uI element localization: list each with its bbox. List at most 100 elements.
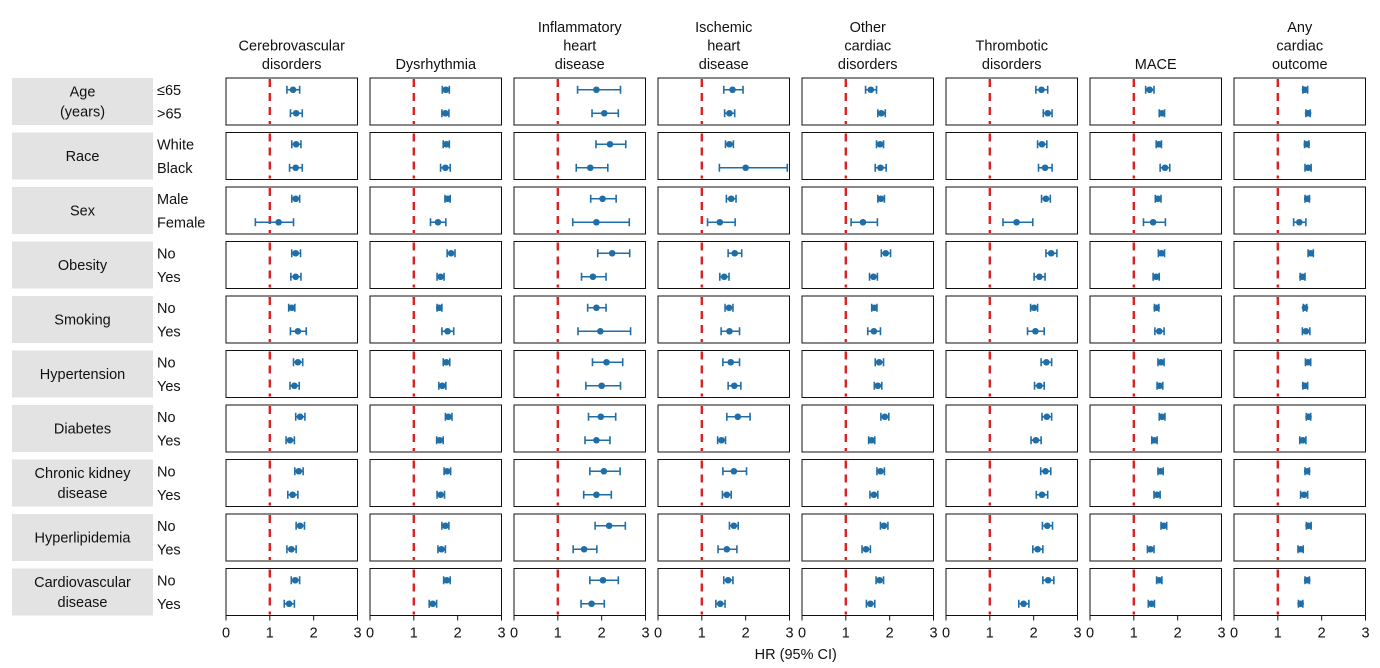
hazard-ratio-point <box>1158 413 1166 421</box>
x-tick-label: 3 <box>497 626 505 642</box>
hazard-ratio-point <box>1303 576 1311 584</box>
panel <box>945 459 1078 507</box>
hazard-ratio-point <box>1155 140 1163 148</box>
group-label-box <box>12 514 153 561</box>
hazard-ratio-point <box>1304 164 1312 172</box>
column-title: disorders <box>262 57 322 73</box>
hazard-ratio-point <box>876 576 883 584</box>
column-title: Thrombotic <box>975 39 1048 55</box>
group-label-box <box>12 405 153 452</box>
group-label-box <box>12 568 153 616</box>
panel <box>225 132 358 180</box>
column-title: MACE <box>1135 57 1177 73</box>
hazard-ratio-point <box>1146 86 1153 94</box>
group-label: Age <box>70 85 96 101</box>
x-tick-label: 1 <box>554 626 562 642</box>
panel <box>1233 132 1366 180</box>
column-title: heart <box>563 39 596 55</box>
x-tick-label: 0 <box>942 626 950 642</box>
panel <box>225 186 358 235</box>
hazard-ratio-point <box>1044 576 1052 584</box>
x-tick-label: 3 <box>785 626 793 642</box>
panel <box>801 77 934 126</box>
hazard-ratio-point <box>720 273 728 281</box>
panel <box>657 77 790 126</box>
panel <box>657 459 790 507</box>
hazard-ratio-point <box>1301 86 1309 94</box>
x-tick-label: 0 <box>798 626 806 642</box>
panel <box>369 132 502 180</box>
hazard-ratio-point <box>1297 600 1304 608</box>
hazard-ratio-point <box>442 86 450 94</box>
column-title: Other <box>850 20 886 36</box>
x-tick-label: 0 <box>654 626 662 642</box>
panel <box>945 513 1078 562</box>
panel <box>657 568 790 616</box>
subgroup-label: No <box>157 410 176 426</box>
hazard-ratio-point <box>734 413 742 421</box>
group-label: Chronic kidney <box>35 466 132 482</box>
panel <box>801 132 934 180</box>
x-tick-label: 2 <box>1174 626 1182 642</box>
hazard-ratio-point <box>1303 140 1311 148</box>
hazard-ratio-point <box>292 140 300 148</box>
column-title: Inflammatory <box>538 20 623 36</box>
panel <box>369 77 502 126</box>
panel <box>945 295 1078 344</box>
x-tick-label: 2 <box>454 626 462 642</box>
hazard-ratio-point <box>1300 491 1308 499</box>
hazard-ratio-point <box>1038 140 1046 148</box>
x-tick-label: 0 <box>222 626 230 642</box>
hazard-ratio-point <box>1307 249 1315 257</box>
hazard-ratio-point <box>599 576 607 584</box>
subgroup-label: Female <box>157 215 205 231</box>
panel <box>801 241 934 289</box>
hazard-ratio-point <box>727 358 735 366</box>
hazard-ratio-point <box>1034 545 1041 553</box>
hazard-ratio-point <box>726 327 733 335</box>
hazard-ratio-point <box>606 140 614 148</box>
hazard-ratio-point <box>586 164 594 172</box>
hazard-ratio-point <box>1303 467 1311 475</box>
hazard-ratio-point <box>437 273 444 281</box>
panel <box>513 459 646 507</box>
panel <box>225 295 358 344</box>
hazard-ratio-point <box>726 109 733 117</box>
panel <box>1089 241 1222 289</box>
hazard-ratio-point <box>1148 600 1155 608</box>
column-title: Ischemic <box>695 20 752 36</box>
hazard-ratio-point <box>1305 522 1312 530</box>
subgroup-label: No <box>157 519 176 535</box>
hazard-ratio-point <box>442 522 449 530</box>
hazard-ratio-point <box>1304 109 1312 117</box>
hazard-ratio-point <box>882 249 890 257</box>
hazard-ratio-point <box>442 164 449 172</box>
hazard-ratio-point <box>1038 86 1045 94</box>
hazard-ratio-point <box>730 382 738 390</box>
panel <box>369 404 502 453</box>
hazard-ratio-point <box>1157 467 1164 475</box>
hazard-ratio-point <box>723 491 731 499</box>
hazard-ratio-point <box>1154 195 1162 203</box>
hazard-ratio-point <box>1156 382 1163 390</box>
panel <box>1089 77 1222 126</box>
hazard-ratio-point <box>871 304 878 312</box>
hazard-ratio-point <box>726 140 733 148</box>
hazard-ratio-point <box>880 522 888 530</box>
panel <box>657 132 790 180</box>
hazard-ratio-point <box>292 273 299 281</box>
panel <box>513 77 646 126</box>
hazard-ratio-point <box>294 358 302 366</box>
subgroup-label: Yes <box>157 324 181 340</box>
hazard-ratio-point <box>593 218 600 226</box>
panel <box>801 459 934 507</box>
panel <box>513 404 646 453</box>
subgroup-label: Black <box>157 161 193 177</box>
panel <box>513 186 646 235</box>
hazard-ratio-point <box>870 491 878 499</box>
group-label-box <box>12 241 153 289</box>
x-axis-title: HR (95% CI) <box>755 647 837 663</box>
x-tick-label: 2 <box>1318 626 1326 642</box>
hazard-ratio-point <box>718 436 725 444</box>
hazard-ratio-point <box>1042 467 1049 475</box>
